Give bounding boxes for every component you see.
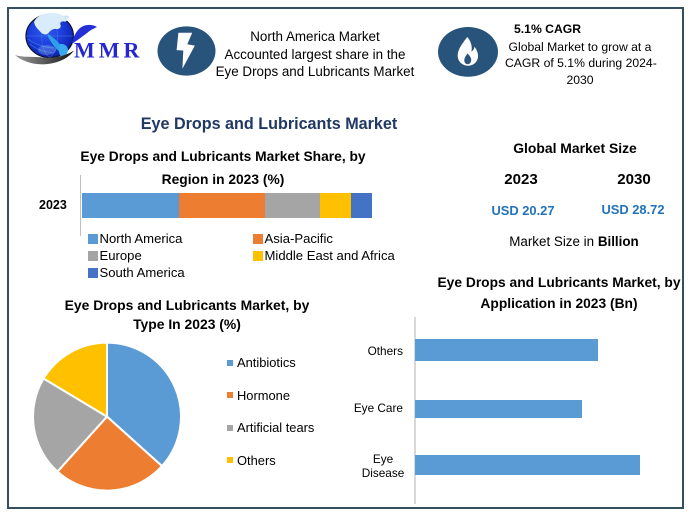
- svg-text:MMR: MMR: [74, 38, 143, 63]
